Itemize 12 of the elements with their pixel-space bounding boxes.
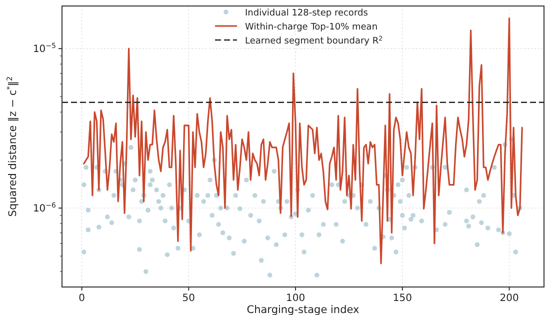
legend-label: Learned segment boundary R$^{2}$ <box>245 35 383 46</box>
legend-label: Within-charge Top-10% mean <box>245 22 378 32</box>
x-tick-label: 50 <box>182 293 196 304</box>
x-tick-label: 200 <box>500 293 519 304</box>
y-tick-label: 10$^{−5}$ <box>32 42 56 56</box>
x-tick-label: 100 <box>286 293 306 304</box>
y-tick-label: 10$^{−6}$ <box>32 202 57 215</box>
x-axis-title: Charging-stage index <box>246 304 360 315</box>
x-tick-label: 0 <box>78 293 85 304</box>
line-series <box>83 17 523 264</box>
legend-label: Individual 128-step records <box>245 8 368 18</box>
x-tick-label: 150 <box>392 293 412 304</box>
